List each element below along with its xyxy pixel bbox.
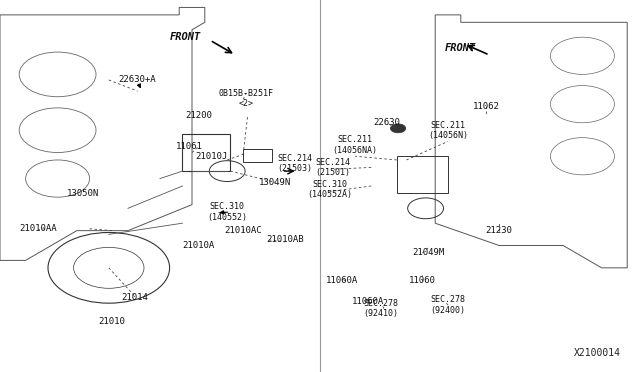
Text: 22630+A: 22630+A	[119, 76, 156, 84]
Text: FRONT: FRONT	[170, 32, 201, 42]
Text: SEC.310
(140552): SEC.310 (140552)	[207, 202, 247, 222]
Text: 21010A: 21010A	[182, 241, 214, 250]
Text: 11060: 11060	[409, 276, 436, 285]
Text: SEC.278
(92400): SEC.278 (92400)	[431, 295, 465, 315]
Text: 11062: 11062	[473, 102, 500, 110]
Bar	[182, 134, 230, 171]
Text: 21200: 21200	[185, 111, 212, 120]
Text: 21010: 21010	[99, 317, 125, 326]
Text: SEC.211
(14056NA): SEC.211 (14056NA)	[333, 135, 378, 155]
Text: SEC.211
(14056N): SEC.211 (14056N)	[428, 121, 468, 140]
Text: 21049M: 21049M	[413, 248, 445, 257]
Text: 21010J: 21010J	[195, 152, 227, 161]
Text: 11060A: 11060A	[352, 297, 384, 306]
Text: 21010AC: 21010AC	[225, 226, 262, 235]
Text: 21014: 21014	[121, 293, 148, 302]
Text: 11060A: 11060A	[326, 276, 358, 285]
Text: SEC.310
(140552A): SEC.310 (140552A)	[307, 180, 352, 199]
Bar	[397, 156, 448, 193]
Text: 13050N: 13050N	[67, 189, 99, 198]
Text: 21230: 21230	[486, 226, 513, 235]
Circle shape	[390, 124, 406, 133]
Text: X2100014: X2100014	[574, 349, 621, 358]
Text: 11061: 11061	[175, 142, 202, 151]
Text: 22630: 22630	[374, 118, 401, 127]
Text: 21010AB: 21010AB	[266, 235, 303, 244]
Text: 0B15B-B251F
<2>: 0B15B-B251F <2>	[219, 89, 274, 108]
Text: SEC.214
(21503): SEC.214 (21503)	[277, 154, 312, 173]
Text: FRONT: FRONT	[445, 44, 476, 53]
Text: 21010AA: 21010AA	[20, 224, 57, 233]
Bar	[243, 149, 272, 162]
Text: 13049N: 13049N	[259, 178, 291, 187]
Text: SEC.278
(92410): SEC.278 (92410)	[364, 299, 398, 318]
Text: SEC.214
(21501): SEC.214 (21501)	[316, 158, 350, 177]
